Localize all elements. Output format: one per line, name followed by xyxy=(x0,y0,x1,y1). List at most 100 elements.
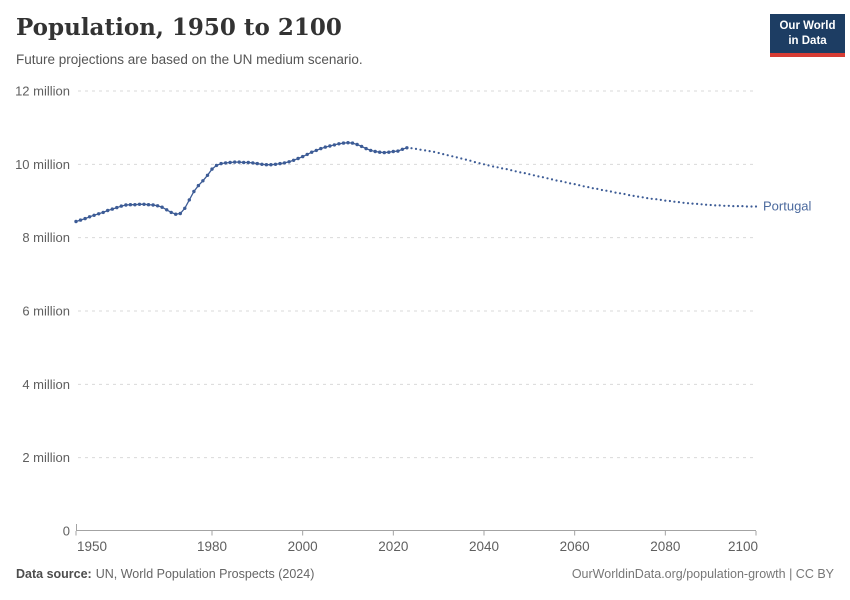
projection-point[interactable] xyxy=(473,161,476,164)
data-point[interactable] xyxy=(328,144,332,148)
projection-point[interactable] xyxy=(641,196,644,199)
projection-point[interactable] xyxy=(614,191,617,194)
projection-point[interactable] xyxy=(664,199,667,202)
data-point[interactable] xyxy=(214,163,219,168)
projection-point[interactable] xyxy=(451,155,454,158)
projection-point[interactable] xyxy=(741,205,744,208)
projection-point[interactable] xyxy=(537,175,540,178)
projection-point[interactable] xyxy=(564,181,567,184)
projection-point[interactable] xyxy=(569,182,572,185)
data-point[interactable] xyxy=(155,204,160,208)
projection-point[interactable] xyxy=(582,185,585,188)
data-point[interactable] xyxy=(119,204,124,208)
projection-point[interactable] xyxy=(433,150,436,153)
projection-point[interactable] xyxy=(732,205,735,208)
projection-point[interactable] xyxy=(714,204,717,207)
data-point[interactable] xyxy=(92,213,96,217)
data-point[interactable] xyxy=(387,150,391,154)
data-point[interactable] xyxy=(169,210,173,215)
projection-point[interactable] xyxy=(637,195,640,198)
series-projection[interactable] xyxy=(405,146,758,208)
projection-point[interactable] xyxy=(501,167,504,170)
data-point[interactable] xyxy=(246,160,250,165)
projection-point[interactable] xyxy=(677,201,681,204)
data-point[interactable] xyxy=(137,202,142,206)
projection-point[interactable] xyxy=(510,169,513,172)
projection-point[interactable] xyxy=(659,198,662,201)
data-point[interactable] xyxy=(314,148,318,153)
data-point[interactable] xyxy=(269,163,273,167)
projection-point[interactable] xyxy=(668,199,672,203)
projection-point[interactable] xyxy=(691,202,694,205)
projection-point[interactable] xyxy=(442,153,445,156)
data-point[interactable] xyxy=(355,142,359,147)
projection-point[interactable] xyxy=(623,192,626,196)
credit-link[interactable]: OurWorldinData.org/population-growth | C… xyxy=(571,567,834,581)
projection-point[interactable] xyxy=(655,198,658,201)
projection-point[interactable] xyxy=(496,166,499,169)
data-point[interactable] xyxy=(369,148,373,153)
data-point[interactable] xyxy=(223,161,228,165)
data-series[interactable] xyxy=(74,141,758,224)
data-point[interactable] xyxy=(106,208,110,213)
projection-point[interactable] xyxy=(727,204,730,207)
projection-point[interactable] xyxy=(532,174,536,177)
data-point[interactable] xyxy=(382,150,386,155)
projection-point[interactable] xyxy=(487,164,490,167)
data-point[interactable] xyxy=(83,216,87,221)
data-point[interactable] xyxy=(183,206,187,210)
data-point[interactable] xyxy=(219,161,223,166)
projection-point[interactable] xyxy=(419,148,422,151)
projection-point[interactable] xyxy=(705,203,708,206)
data-point[interactable] xyxy=(260,162,264,166)
data-point[interactable] xyxy=(282,161,287,165)
data-point[interactable] xyxy=(264,163,269,167)
projection-point[interactable] xyxy=(523,172,526,175)
data-point[interactable] xyxy=(237,160,241,164)
owid-logo[interactable]: Our World in Data xyxy=(770,14,845,57)
projection-point[interactable] xyxy=(460,157,463,160)
data-point[interactable] xyxy=(278,161,282,166)
data-point[interactable] xyxy=(174,212,178,216)
data-point[interactable] xyxy=(242,160,246,165)
data-point[interactable] xyxy=(391,149,395,154)
projection-point[interactable] xyxy=(560,180,563,183)
data-point[interactable] xyxy=(251,161,255,165)
data-point[interactable] xyxy=(350,141,355,145)
data-point[interactable] xyxy=(187,198,191,202)
projection-point[interactable] xyxy=(750,205,753,208)
data-point[interactable] xyxy=(332,143,337,147)
projection-point[interactable] xyxy=(492,165,495,168)
data-point[interactable] xyxy=(160,205,164,209)
data-point[interactable] xyxy=(364,146,368,151)
projection-point[interactable] xyxy=(550,178,554,181)
projection-point[interactable] xyxy=(700,203,703,206)
projection-point[interactable] xyxy=(650,197,653,200)
projection-point[interactable] xyxy=(437,151,440,155)
data-point[interactable] xyxy=(255,161,259,166)
projection-point[interactable] xyxy=(632,194,635,197)
data-point[interactable] xyxy=(78,218,83,222)
data-point[interactable] xyxy=(273,162,278,166)
entity-label[interactable]: Portugal xyxy=(763,199,812,214)
data-point[interactable] xyxy=(228,160,232,165)
series-line[interactable] xyxy=(75,142,408,223)
data-point[interactable] xyxy=(310,150,314,154)
projection-point[interactable] xyxy=(455,156,458,159)
projection-point[interactable] xyxy=(709,203,712,207)
projection-point[interactable] xyxy=(573,183,576,186)
projection-point[interactable] xyxy=(696,202,699,205)
data-point[interactable] xyxy=(359,144,364,149)
projection-point[interactable] xyxy=(723,204,726,207)
projection-point[interactable] xyxy=(618,192,622,195)
data-point[interactable] xyxy=(301,154,305,159)
projection-point[interactable] xyxy=(718,204,721,207)
projection-point[interactable] xyxy=(600,188,604,192)
projection-point[interactable] xyxy=(628,194,631,197)
data-point[interactable] xyxy=(151,203,155,207)
data-point[interactable] xyxy=(205,173,210,177)
data-point[interactable] xyxy=(305,152,309,157)
projection-point[interactable] xyxy=(591,187,594,190)
data-point[interactable] xyxy=(373,149,377,154)
data-point[interactable] xyxy=(346,141,350,145)
